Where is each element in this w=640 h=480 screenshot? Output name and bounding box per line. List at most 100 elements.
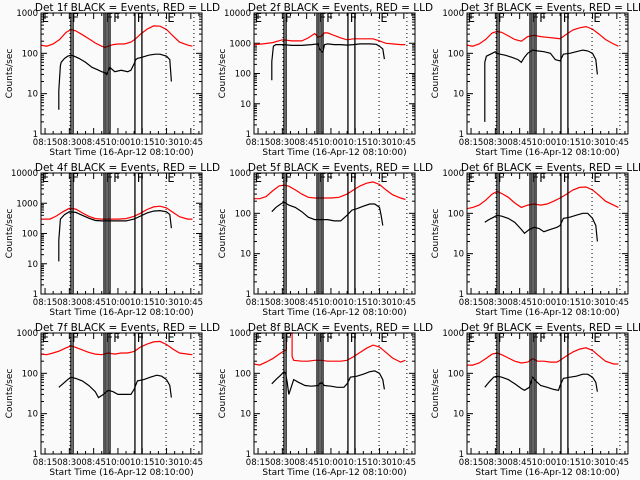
flag-label: F xyxy=(72,171,79,185)
series-line-lld xyxy=(40,340,193,356)
x-tick-label: 08:15 xyxy=(459,458,484,468)
y-axis-label: Counts/sec xyxy=(5,369,15,419)
series-line-lld xyxy=(466,186,619,210)
x-tick-label: 08:45 xyxy=(507,458,532,468)
series-line-lld xyxy=(253,32,406,46)
x-tick-label: 08:30 xyxy=(270,138,295,148)
x-tick-label: 08:30 xyxy=(483,458,508,468)
y-tick-label: 100 xyxy=(235,209,251,219)
x-tick-label: 08:15 xyxy=(246,298,271,308)
x-tick-label: 10:00 xyxy=(106,298,131,308)
plot-frame xyxy=(466,172,629,295)
chart-title: Det 8f BLACK = Events, RED = LLD xyxy=(248,322,433,334)
chart-panel-3: Det 3f BLACK = Events, RED = LLD 1 10 100 10… xyxy=(431,2,640,158)
x-tick-label: 10:45 xyxy=(605,298,630,308)
y-tick-label: 100 xyxy=(235,70,251,80)
x-tick-label: 10:15 xyxy=(556,138,581,148)
y-tick-label: 100 xyxy=(448,209,464,219)
x-tick-label: 08:15 xyxy=(459,138,484,148)
y-tick-label: 10 xyxy=(453,90,464,100)
chart-panel-5: Det 5f BLACK = Events, RED = LLD 1 10 100 10… xyxy=(218,162,433,318)
y-tick-label: 1000 xyxy=(16,199,38,209)
x-tick-label: 10:00 xyxy=(532,298,557,308)
x-tick-label: 10:30 xyxy=(154,458,179,468)
x-tick-label: 08:30 xyxy=(57,138,82,148)
x-tick-label: 10:30 xyxy=(154,298,179,308)
x-tick-label: 10:15 xyxy=(556,458,581,468)
flag-label: F xyxy=(350,331,357,345)
series-line-events xyxy=(58,53,172,110)
y-tick-label: 1 xyxy=(246,130,251,140)
flag-label: FF xyxy=(106,171,120,185)
y-tick-label: 1 xyxy=(246,290,251,300)
y-tick-label: 1 xyxy=(246,450,251,460)
flag-label: F xyxy=(498,331,505,345)
x-tick-label: 10:00 xyxy=(319,298,344,308)
plot-frame xyxy=(40,12,203,135)
chart-panel-6: Det 6f BLACK = Events, RED = LLD 1 10 100 10… xyxy=(431,162,640,318)
x-tick-label: 08:45 xyxy=(81,298,106,308)
flag-label: FF xyxy=(532,171,546,185)
chart-title: Det 4f BLACK = Events, RED = LLD xyxy=(35,162,220,174)
x-tick-label: 08:30 xyxy=(483,298,508,308)
x-tick-label: 10:30 xyxy=(367,458,392,468)
y-tick-label: 1 xyxy=(459,130,464,140)
x-tick-label: 08:15 xyxy=(246,138,271,148)
x-tick-label: 10:00 xyxy=(532,138,557,148)
series-line-events xyxy=(271,201,384,226)
flag-label: FF xyxy=(319,331,333,345)
chart-panel-9: Det 9f BLACK = Events, RED = LLD 1 10 100 10… xyxy=(431,322,640,478)
y-tick-label: 10000 xyxy=(11,169,38,179)
flag-label: F xyxy=(563,171,570,185)
x-tick-label: 10:45 xyxy=(392,298,417,308)
flag-label: FF xyxy=(319,171,333,185)
y-tick-label: 1000 xyxy=(442,169,464,179)
y-tick-label: 10 xyxy=(453,410,464,420)
x-tick-label: 10:30 xyxy=(580,458,605,468)
x-axis-label: Start Time (16-Apr-12 08:10:00) xyxy=(262,468,406,478)
series-line-events xyxy=(58,209,172,262)
y-tick-label: 1000 xyxy=(229,39,251,49)
flag-label: E xyxy=(167,11,174,25)
flag-label: E xyxy=(255,171,262,185)
chart-panel-7: Det 7f BLACK = Events, RED = LLD 1 10 100 10… xyxy=(5,322,220,478)
y-tick-label: 10 xyxy=(27,90,38,100)
plot-frame xyxy=(253,12,416,135)
x-tick-label: 08:30 xyxy=(270,298,295,308)
y-axis-label: Counts/sec xyxy=(431,369,441,419)
flag-label: F xyxy=(350,11,357,25)
chart-panel-4: Det 4f BLACK = Events, RED = LLD 1 10 100 10… xyxy=(5,162,220,318)
flag-label: F xyxy=(285,11,292,25)
y-tick-label: 10 xyxy=(453,250,464,260)
plot-frame xyxy=(40,172,203,295)
x-tick-label: 10:45 xyxy=(179,458,204,468)
y-axis-label: Counts/sec xyxy=(431,49,441,99)
flag-label: F xyxy=(285,331,292,345)
flag-label: E xyxy=(42,171,49,185)
x-axis-label: Start Time (16-Apr-12 08:10:00) xyxy=(49,468,193,478)
y-tick-label: 10 xyxy=(27,260,38,270)
y-tick-label: 1 xyxy=(459,290,464,300)
flag-label: FF xyxy=(319,11,333,25)
flag-label: E xyxy=(255,331,262,345)
x-tick-label: 10:30 xyxy=(580,298,605,308)
x-tick-label: 10:45 xyxy=(179,138,204,148)
chart-panel-1: Det 1f BLACK = Events, RED = LLD 1 10 100 10… xyxy=(5,2,220,158)
y-tick-label: 1 xyxy=(33,130,38,140)
series-line-lld xyxy=(467,347,619,366)
y-axis-label: Counts/sec xyxy=(218,49,228,99)
flag-label: E xyxy=(593,331,600,345)
x-tick-label: 10:00 xyxy=(319,458,344,468)
flag-label: E xyxy=(468,331,475,345)
y-tick-label: 10 xyxy=(240,410,251,420)
x-tick-label: 08:45 xyxy=(81,138,106,148)
series-line-events xyxy=(58,374,172,399)
flag-label: E xyxy=(42,11,49,25)
x-tick-label: 10:00 xyxy=(106,138,131,148)
x-tick-label: 08:45 xyxy=(294,298,319,308)
x-tick-label: 10:30 xyxy=(580,138,605,148)
x-tick-label: 08:15 xyxy=(459,298,484,308)
x-tick-label: 10:00 xyxy=(319,138,344,148)
x-tick-label: 10:15 xyxy=(130,458,155,468)
